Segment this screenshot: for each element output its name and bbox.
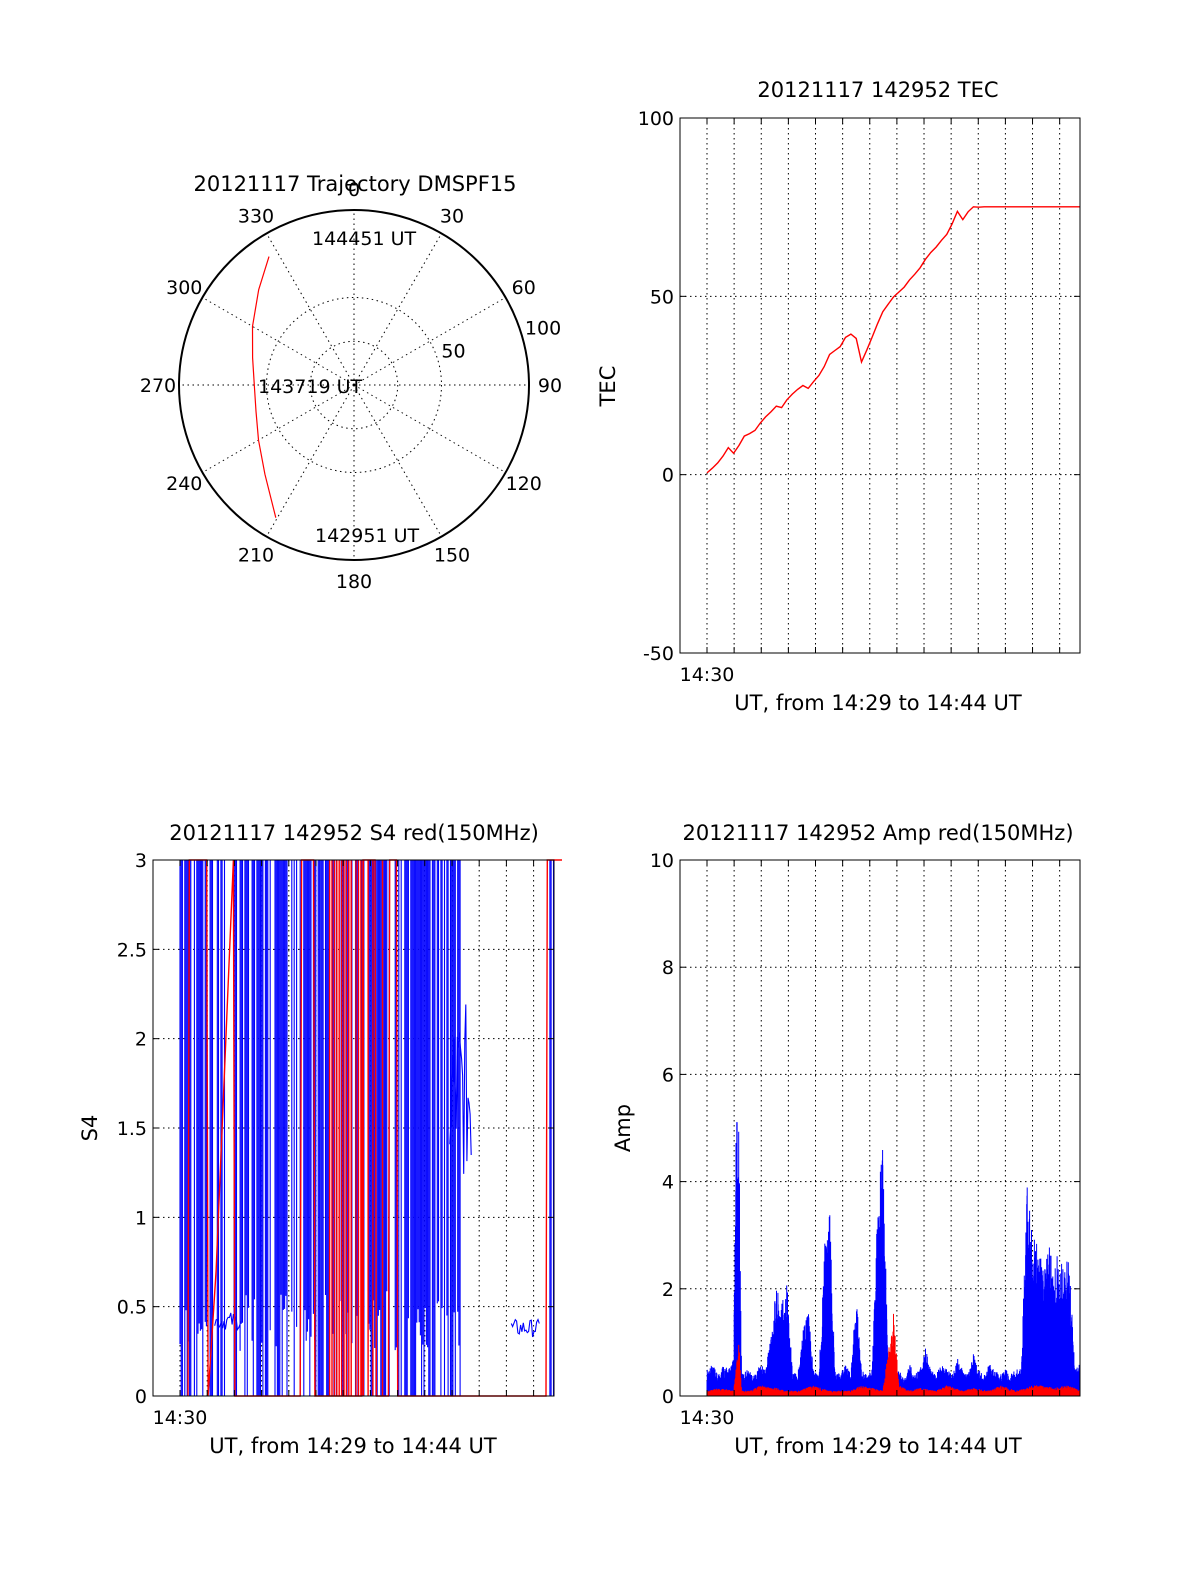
polar-outer-circle bbox=[178, 209, 530, 561]
polar-grid-spoke bbox=[353, 384, 506, 473]
polar-azimuth-label: 90 bbox=[538, 375, 562, 397]
polar-grid-spoke bbox=[353, 233, 442, 386]
tec-xtick-1430: 14:30 bbox=[680, 664, 735, 686]
s4-ytick-label: 0.5 bbox=[117, 1297, 147, 1319]
polar-azimuth-label: 300 bbox=[166, 277, 202, 299]
polar-grid-spoke bbox=[202, 384, 355, 473]
tec-xlabel: UT, from 14:29 to 14:44 UT bbox=[734, 691, 1022, 715]
p1-series-red bbox=[706, 206, 1080, 474]
polar-azimuth-label: 240 bbox=[166, 473, 202, 495]
tec-title: 20121117 142952 TEC bbox=[757, 78, 998, 102]
p3-ytick-label: 6 bbox=[662, 1064, 674, 1086]
s4-xtick-1430: 14:30 bbox=[153, 1407, 208, 1429]
polar-azimuth-label: 210 bbox=[238, 545, 274, 567]
polar-trajectory-panel: 20121117 Trajectory DMSPF15 0 30 60 90 120 15… bbox=[140, 172, 562, 593]
amp-ylabel: Amp bbox=[611, 1104, 635, 1152]
p1-ytick-label: 50 bbox=[650, 286, 674, 308]
annotation-143719: 143719 UT bbox=[258, 376, 362, 398]
p1-ytick-label: 0 bbox=[662, 465, 674, 487]
polar-azimuth-label: 180 bbox=[336, 571, 372, 593]
polar-radial-label: 50 bbox=[441, 340, 465, 362]
s4-ytick-label: 3 bbox=[135, 850, 147, 872]
p3-series-blue bbox=[706, 1122, 1081, 1396]
tec-ylabel: TEC bbox=[596, 366, 620, 408]
s4-ytick-label: 0 bbox=[135, 1386, 147, 1408]
polar-azimuth-label: 60 bbox=[512, 277, 536, 299]
p1-ytick-label: 100 bbox=[638, 108, 674, 130]
polar-azimuth-label: 330 bbox=[238, 205, 274, 227]
s4-title: 20121117 142952 S4 red(150MHz) bbox=[169, 821, 539, 845]
amp-plot-frame bbox=[679, 859, 1081, 1397]
polar-grid-spoke bbox=[202, 297, 355, 386]
amp-title: 20121117 142952 Amp red(150MHz) bbox=[682, 821, 1073, 845]
s4-ytick-label: 1 bbox=[135, 1207, 147, 1229]
polar-azimuth-label: 30 bbox=[440, 205, 464, 227]
s4-panel: 20121117 142952 S4 red(150MHz) 0 0.5 1 1.5 2… bbox=[78, 821, 562, 1458]
amp-xlabel: UT, from 14:29 to 14:44 UT bbox=[734, 1434, 1022, 1458]
p3-ytick-label: 4 bbox=[662, 1172, 674, 1194]
amp-panel: 20121117 142952 Amp red(150MHz) 0246810 … bbox=[611, 821, 1081, 1458]
p3-ytick-label: 10 bbox=[650, 850, 674, 872]
tec-plot-frame bbox=[679, 117, 1081, 654]
s4-ylabel: S4 bbox=[78, 1115, 102, 1142]
polar-grid-circle bbox=[309, 340, 399, 430]
polar-grid-spoke bbox=[353, 384, 442, 537]
p3-ytick-label: 2 bbox=[662, 1279, 674, 1301]
polar-grid-spoke bbox=[266, 233, 355, 386]
p1-ytick-label: -50 bbox=[643, 643, 674, 665]
s4-ytick-label: 1.5 bbox=[117, 1118, 147, 1140]
annotation-144451: 144451 UT bbox=[312, 228, 416, 250]
polar-azimuth-label: 0 bbox=[348, 179, 360, 201]
tec-panel: 20121117 142952 TEC -50 0 50 100 14:30 UT, … bbox=[596, 78, 1081, 715]
amp-xtick-1430: 14:30 bbox=[680, 1407, 735, 1429]
p3-ytick-label: 0 bbox=[662, 1386, 674, 1408]
s4-ytick-label: 2 bbox=[135, 1029, 147, 1051]
p3-ytick-label: 8 bbox=[662, 957, 674, 979]
polar-azimuth-label: 120 bbox=[506, 473, 542, 495]
annotation-142951: 142951 UT bbox=[315, 525, 419, 547]
s4-series-blue bbox=[179, 860, 555, 1396]
s4-xlabel: UT, from 14:29 to 14:44 UT bbox=[209, 1434, 497, 1458]
polar-grid-spoke bbox=[353, 297, 506, 386]
polar-azimuth-label: 150 bbox=[434, 545, 470, 567]
polar-grid-spoke bbox=[266, 384, 355, 537]
polar-radial-label: 100 bbox=[525, 318, 561, 340]
polar-title: 20121117 Trajectory DMSPF15 bbox=[193, 172, 516, 196]
polar-grid-circle bbox=[266, 297, 442, 473]
polar-trajectory-line bbox=[251, 256, 277, 518]
polar-azimuth-label: 270 bbox=[140, 375, 176, 397]
s4-ytick-label: 2.5 bbox=[117, 939, 147, 961]
